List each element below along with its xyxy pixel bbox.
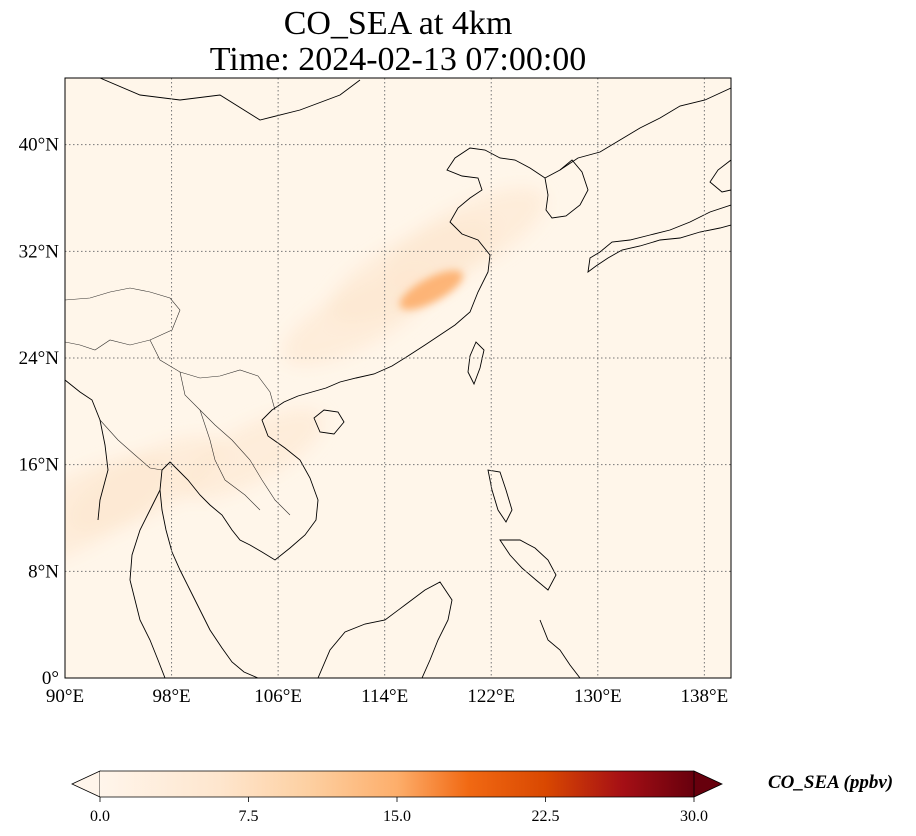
co-plume: [283, 271, 433, 365]
lat-tick-label: 16°N: [19, 455, 60, 476]
co-field-layer: [65, 78, 731, 678]
inland-borders: [65, 287, 291, 516]
lon-tick-label: 106°E: [254, 686, 302, 707]
hainan-coastline: [313, 409, 345, 435]
longitude-tick-labels: 90°E 98°E 106°E 114°E 122°E 130°E 138°E: [46, 686, 728, 707]
colorbar-label: CO_SEA (ppbv): [768, 772, 893, 793]
colorbar-tick-label: 22.5: [532, 808, 560, 825]
colorbar-max-extend-arrow: [693, 770, 723, 798]
lon-tick-label: 90°E: [46, 686, 84, 707]
philippines-coastline-south: [499, 539, 557, 591]
colorbar-tick-label: 15.0: [383, 808, 411, 825]
map-frame: [64, 77, 732, 679]
map-subtitle-time: Time: 2024-02-13 07:00:00: [209, 41, 587, 78]
lat-tick-label: 0°: [42, 668, 59, 689]
co-plume: [67, 436, 223, 533]
china-coastline: [297, 87, 731, 397]
map-title: CO_SEA at 4km: [283, 5, 513, 42]
russia-border: [99, 78, 361, 121]
malay-peninsula-coastline: [129, 489, 166, 678]
co-plume: [384, 187, 546, 289]
myanmar-coastline: [65, 379, 109, 521]
map-background: [65, 78, 731, 678]
lat-tick-label: 40°N: [19, 135, 60, 156]
lon-tick-label: 98°E: [152, 686, 190, 707]
lat-tick-label: 8°N: [28, 561, 59, 582]
co-plume: [399, 270, 463, 310]
colorbar-min-extend-arrow: [71, 770, 101, 798]
lon-tick-label: 114°E: [361, 686, 408, 707]
colorbar-tick-label: 7.5: [239, 808, 259, 825]
lat-tick-label: 24°N: [19, 348, 60, 369]
japan-coastline: [587, 204, 731, 274]
coastlines: [65, 78, 731, 678]
lat-tick-label: 32°N: [19, 241, 60, 262]
co-plume: [179, 409, 324, 499]
latitude-tick-labels: 0° 8°N 16°N 24°N 32°N 40°N: [19, 135, 60, 689]
philippines-coastline-luzon: [487, 469, 513, 523]
borneo-coastline: [317, 581, 453, 678]
colorbar: 0.0 7.5 15.0 22.5 30.0 CO_SEA (ppbv): [71, 770, 893, 825]
sulawesi-coastline: [539, 619, 581, 678]
indochina-coastline: [159, 395, 319, 678]
korea-coastline: [544, 159, 589, 219]
colorbar-gradient: [100, 771, 694, 797]
colorbar-tick-label: 0.0: [90, 808, 110, 825]
lon-tick-label: 130°E: [574, 686, 622, 707]
colorbar-ticks: 0.0 7.5 15.0 22.5 30.0: [90, 797, 708, 825]
map-gridlines: [65, 78, 731, 678]
japan-north-coastline: [709, 159, 731, 193]
lon-tick-label: 138°E: [681, 686, 729, 707]
colorbar-tick-label: 30.0: [680, 808, 708, 825]
taiwan-coastline: [467, 341, 485, 386]
lon-tick-label: 122°E: [467, 686, 515, 707]
